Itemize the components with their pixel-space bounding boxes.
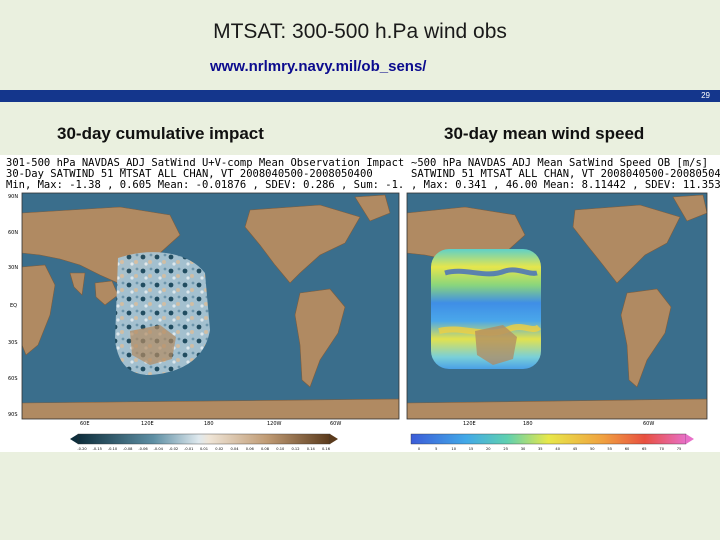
- colorbar-tick-label: 0.12: [291, 447, 299, 451]
- windspeed-colorbar: [410, 433, 687, 445]
- windspeed-header-line-2: SATWIND 51 MTSAT ALL CHAN, VT 2008040500…: [411, 168, 720, 180]
- lon-label: 60E: [80, 421, 90, 427]
- slide-title: MTSAT: 300-500 h.Pa wind obs: [213, 20, 507, 43]
- colorbar-tick-label: 0: [418, 447, 421, 451]
- lat-label: 30S: [8, 340, 18, 346]
- colorbar-tick-label: 0.10: [276, 447, 285, 451]
- colorbar-high-arrow: [330, 434, 338, 444]
- colorbar-tick-label: 40: [555, 447, 560, 451]
- windspeed-header-line-1: ~500 hPa NAVDAS_ADJ Mean SatWind Speed O…: [411, 157, 709, 169]
- colorbar-tick-label: 75: [677, 447, 682, 451]
- colorbar-tick-label: 0.01: [200, 447, 208, 451]
- impact-map-svg: 90N 60N 30N EQ 30S 60S 90S 60E 120E 180 …: [8, 192, 400, 451]
- lon-label: 120E: [463, 421, 476, 427]
- colorbar-tick-label: 15: [469, 447, 474, 451]
- colorbar-tick-label: -0.01: [184, 447, 193, 451]
- lon-label: 180: [204, 421, 214, 427]
- colorbar-tick-label: 55: [607, 447, 612, 451]
- lat-label: 60S: [8, 376, 18, 382]
- windspeed-header-line-3: , Max: 0.341 , 46.00 Mean: 8.11442 , SDE…: [411, 179, 720, 191]
- lat-label: EQ: [10, 303, 17, 309]
- colorbar-tick-label: -0.10: [108, 447, 118, 451]
- colorbar-tick-label: 30: [521, 447, 526, 451]
- colorbar-tick-label: 0.14: [307, 447, 316, 451]
- impact-map-panel: 301-500 hPa NAVDAS_ADJ SatWind U+V-comp …: [0, 155, 405, 452]
- slide-number: 29: [701, 91, 710, 100]
- impact-header-line-1: 301-500 hPa NAVDAS_ADJ SatWind U+V-comp …: [6, 157, 405, 169]
- lon-label: 120W: [267, 421, 282, 427]
- left-panel-caption: 30-day cumulative impact: [57, 124, 264, 143]
- colorbar-tick-label: -0.06: [138, 447, 148, 451]
- colorbar-tick-label: 35: [538, 447, 543, 451]
- colorbar-tick-label: 50: [590, 447, 595, 451]
- lat-label: 90N: [8, 194, 18, 200]
- colorbar-tick-label: 0.04: [230, 447, 239, 451]
- lat-label: 30N: [8, 265, 18, 271]
- colorbar-tick-label: -0.04: [154, 447, 164, 451]
- colorbar-tick-label: 45: [573, 447, 578, 451]
- lat-label: 90S: [8, 412, 18, 418]
- colorbar-tick-label: 60: [625, 447, 630, 451]
- impact-header-line-3: Min, Max: -1.38 , 0.605 Mean: -0.01876 ,…: [6, 179, 405, 191]
- source-url[interactable]: www.nrlmry.navy.mil/ob_sens/: [210, 58, 427, 75]
- colorbar-low-arrow: [70, 434, 78, 444]
- colorbar-high-arrow: [686, 434, 694, 444]
- lon-label: 120E: [141, 421, 154, 427]
- colorbar-tick-label: 10: [451, 447, 456, 451]
- title-divider-bar: [0, 90, 720, 102]
- lon-label: 60W: [330, 421, 341, 427]
- right-panel-caption: 30-day mean wind speed: [444, 124, 645, 143]
- lon-label: 180: [523, 421, 533, 427]
- lon-label: 60W: [643, 421, 654, 427]
- lat-label: 60N: [8, 230, 18, 236]
- colorbar-tick-label: -0.15: [93, 447, 102, 451]
- colorbar-tick-label: -0.20: [77, 447, 87, 451]
- impact-colorbar: [77, 433, 331, 445]
- windspeed-map-panel: ~500 hPa NAVDAS_ADJ Mean SatWind Speed O…: [405, 155, 720, 452]
- colorbar-tick-label: 0.02: [215, 447, 223, 451]
- colorbar-tick-label: 0.06: [246, 447, 255, 451]
- impact-header-line-2: 30-Day SATWIND 51 MTSAT ALL CHAN, VT 200…: [6, 168, 373, 180]
- colorbar-tick-label: -0.08: [123, 447, 133, 451]
- windspeed-map-svg: 120E 180 60W 0 5 10 15 20 25 30 35 40 45 50 55 60 65 7…: [406, 192, 708, 451]
- colorbar-tick-label: 5: [435, 447, 437, 451]
- colorbar-tick-label: -0.02: [169, 447, 178, 451]
- colorbar-tick-label: 0.08: [261, 447, 270, 451]
- colorbar-tick-label: 20: [486, 447, 491, 451]
- colorbar-tick-label: 65: [642, 447, 647, 451]
- colorbar-tick-label: 25: [503, 447, 508, 451]
- colorbar-tick-label: 0.16: [322, 447, 331, 451]
- colorbar-tick-label: 70: [659, 447, 664, 451]
